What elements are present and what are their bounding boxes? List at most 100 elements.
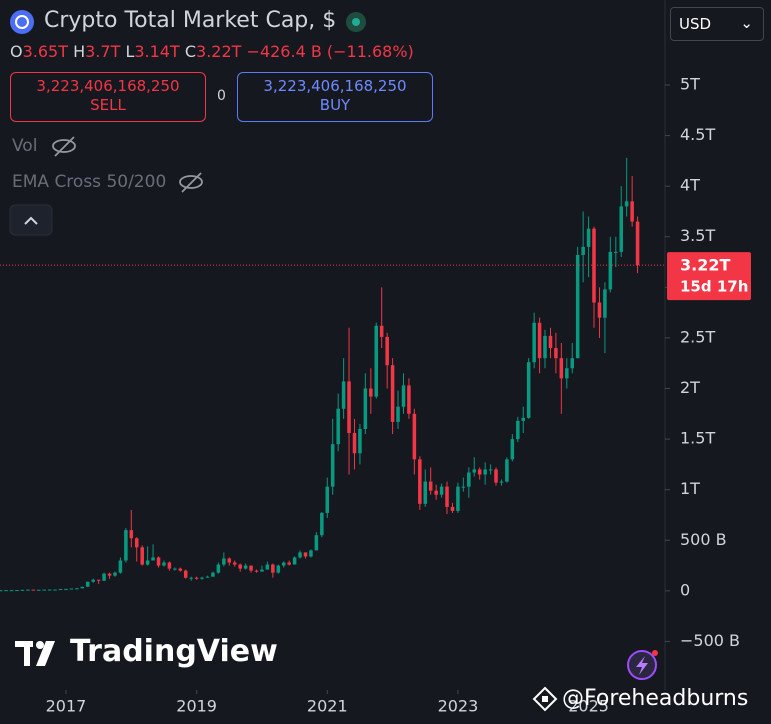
candle-body (314, 535, 319, 551)
ohlc-key: H (73, 42, 86, 61)
candle-body (156, 557, 161, 566)
y-tick-label: 1.5T (680, 429, 715, 448)
candle-body (227, 558, 232, 563)
candle-body (260, 569, 264, 572)
candle-body (608, 251, 613, 290)
candle-body (614, 251, 618, 253)
candle-body (526, 362, 531, 418)
ohlc-value: 3.14T (134, 42, 180, 61)
candle-body (102, 573, 106, 581)
ohlc: O3.65T H3.7T L3.14T C3.22T −426.4 B (−11… (10, 42, 414, 61)
candle-body (129, 530, 134, 539)
candle-body (624, 201, 629, 207)
candle-body (320, 512, 324, 536)
candle-body (510, 439, 515, 460)
candle-body (379, 325, 384, 337)
candle-body (162, 562, 166, 566)
candle-body (325, 486, 330, 513)
candle-body (265, 564, 270, 570)
candle-body (330, 444, 335, 487)
candle-body (597, 302, 602, 318)
x-tick-label: 2023 (438, 697, 479, 716)
candle-body (494, 469, 498, 483)
candle-body (271, 564, 275, 573)
candle-body (26, 589, 30, 591)
candle-body (548, 335, 553, 349)
last-price-box (667, 252, 751, 301)
candle-body (467, 472, 471, 487)
candle-body (0, 590, 3, 592)
candle-body (31, 589, 36, 591)
candle-body (80, 586, 85, 589)
candle-body (118, 560, 123, 573)
spread: 0 (217, 88, 226, 104)
symbol-icon-ring (15, 15, 29, 29)
buy-button[interactable]: 3,223,406,168,250 BUY (237, 72, 433, 122)
x-tick-label: 2019 (176, 697, 217, 716)
candle-body (439, 486, 444, 495)
ohlc-key: L (125, 42, 135, 61)
candle-body (428, 481, 433, 491)
plot (0, 157, 640, 592)
candle-body (15, 590, 19, 592)
collapse-button[interactable] (9, 204, 53, 236)
x-tick-label: 2021 (307, 697, 348, 716)
candle-body (581, 246, 585, 255)
candle-body (4, 590, 8, 592)
candle-body (477, 469, 482, 475)
candle-body (145, 560, 150, 565)
candle-body (64, 588, 68, 590)
candle-body (407, 385, 411, 414)
y-tick-label: −500 B (680, 631, 740, 650)
candle-body (216, 564, 221, 573)
candle-body (238, 564, 242, 569)
candle-body (635, 221, 640, 266)
indicator: Vol (12, 136, 38, 156)
candle-body (124, 530, 128, 561)
candle-body (554, 348, 558, 359)
sell-button[interactable]: 3,223,406,168,250 SELL (10, 72, 206, 122)
buy-label: BUY (319, 96, 351, 114)
candle-body (374, 325, 379, 397)
candle-body (69, 588, 74, 590)
candle-body (347, 381, 351, 434)
candle-body (396, 406, 400, 422)
credit: @Foreheadburns (562, 686, 749, 711)
ohlc-key: C (184, 42, 197, 61)
y-tick-label: 2.5T (680, 327, 715, 346)
x-tick-label: 2017 (46, 697, 87, 716)
candle-body (309, 550, 313, 557)
candle-body (537, 322, 542, 359)
candle-body (472, 469, 477, 473)
candle-body (390, 365, 395, 422)
candle-body (499, 481, 504, 483)
currency-select[interactable]: USD ⌄ (670, 7, 764, 41)
candle-body (183, 570, 188, 578)
candle-body (412, 413, 417, 460)
sell-price: 3,223,406,168,250 (36, 77, 180, 95)
candle-body (543, 335, 547, 359)
candle-body (445, 486, 449, 507)
candle-body (358, 428, 362, 454)
candle-body (418, 459, 422, 504)
candle-body (53, 589, 57, 591)
candle-body (58, 589, 63, 591)
last-price-label: 3.22T (680, 256, 730, 275)
candle-body (521, 417, 526, 421)
candle-body (249, 565, 253, 571)
status-dot (352, 18, 360, 26)
dropdown-arrow: ⌄ (740, 14, 753, 32)
candle-body (189, 577, 193, 579)
candle-body (194, 577, 199, 579)
ohlc-value: 3.22T (196, 42, 242, 61)
currency: USD (679, 15, 712, 33)
candle-body (575, 254, 580, 359)
tradingview-logo (15, 641, 55, 666)
hidden-icons (52, 136, 203, 193)
candle-body (630, 201, 634, 222)
candle-body (292, 557, 297, 565)
candle-body (603, 289, 607, 318)
y-tick-label: 4.5T (680, 125, 715, 144)
candle-body (211, 572, 215, 577)
